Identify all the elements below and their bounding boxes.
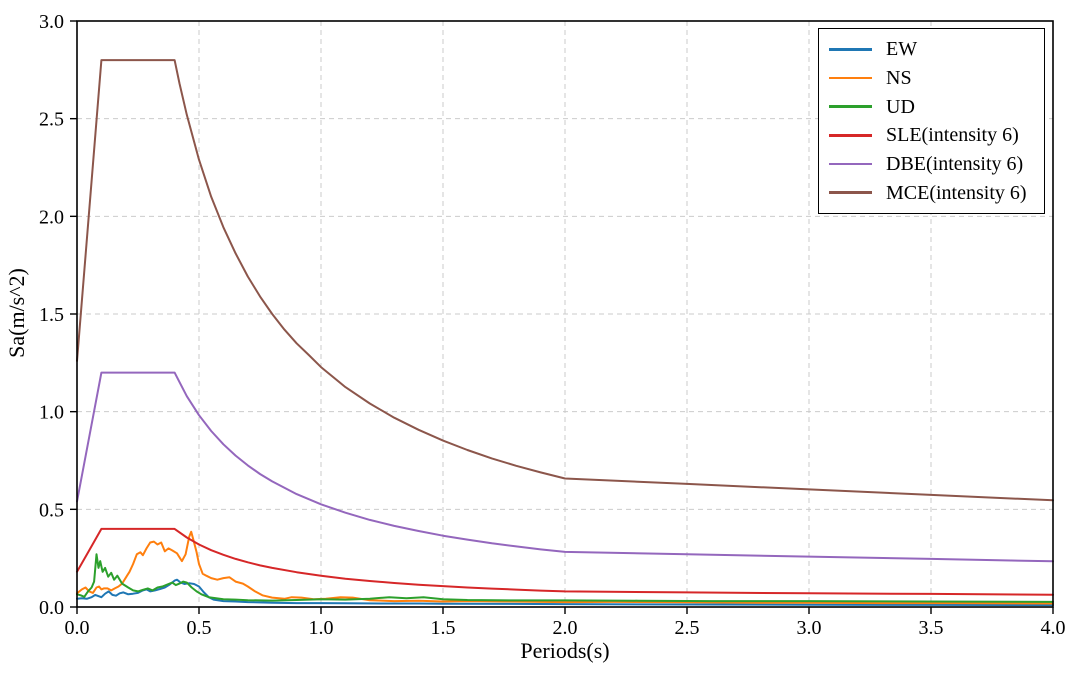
x-tick-label: 0.0	[65, 617, 90, 639]
legend-item: EW	[829, 39, 1040, 59]
series-line-ud	[76, 553, 1054, 603]
legend-label: DBE(intensity 6)	[886, 152, 1024, 175]
y-tick-label: 0.5	[39, 499, 64, 521]
legend-item: UD	[829, 97, 1040, 117]
y-tick-label: 3.0	[39, 11, 64, 33]
legend-item: DBE(intensity 6)	[829, 154, 1040, 174]
y-tick-label: 1.0	[39, 402, 64, 424]
x-tick-label: 4.0	[1041, 617, 1066, 639]
legend-label: NS	[886, 66, 912, 89]
legend-line-sample	[829, 48, 872, 51]
tick-labels: 0.0 0.5 1.0 1.5 2.0 2.5 3.0 3.5 4.0 0.0 0.5 1.0 1.5 2…	[39, 11, 1066, 639]
series-line-mce-intensity-6-	[76, 59, 1054, 502]
series-line-sle-intensity-6-	[76, 527, 1054, 596]
x-tick-label: 0.5	[187, 617, 212, 639]
legend-label: UD	[886, 95, 915, 118]
series-line-ns	[76, 530, 1054, 605]
legend-label: SLE(intensity 6)	[886, 124, 1019, 147]
legend-line-sample	[829, 134, 872, 137]
series-line-dbe-intensity-6-	[76, 371, 1054, 563]
axes	[70, 20, 1054, 614]
legend-line-sample	[829, 162, 872, 166]
x-tick-label: 3.5	[919, 617, 944, 639]
y-tick-label: 2.5	[39, 109, 64, 131]
x-tick-label: 3.0	[797, 617, 822, 639]
y-axis-label: Sa(m/s^2)	[4, 268, 29, 358]
series-line-ew	[76, 578, 1054, 606]
legend: EW NS UD SLE(intensity 6) DBE(intensity 6) MC…	[818, 28, 1045, 214]
x-tick-label: 2.0	[553, 617, 578, 639]
legend-line-sample	[829, 105, 872, 108]
legend-item: NS	[829, 68, 1040, 88]
legend-line-sample	[829, 191, 872, 194]
legend-item: MCE(intensity 6)	[829, 183, 1040, 203]
x-tick-label: 2.5	[675, 617, 700, 639]
legend-line-sample	[829, 76, 872, 80]
legend-item: SLE(intensity 6)	[829, 125, 1040, 145]
x-tick-label: 1.0	[309, 617, 334, 639]
legend-label: MCE(intensity 6)	[886, 181, 1027, 204]
x-axis-label: Periods(s)	[520, 638, 609, 663]
series-lines	[76, 59, 1054, 606]
y-tick-label: 2.0	[39, 206, 64, 228]
x-tick-label: 1.5	[431, 617, 456, 639]
y-tick-label: 1.5	[39, 304, 64, 326]
grid-lines	[77, 21, 1053, 607]
y-tick-label: 0.0	[39, 597, 64, 619]
legend-label: EW	[886, 38, 918, 61]
